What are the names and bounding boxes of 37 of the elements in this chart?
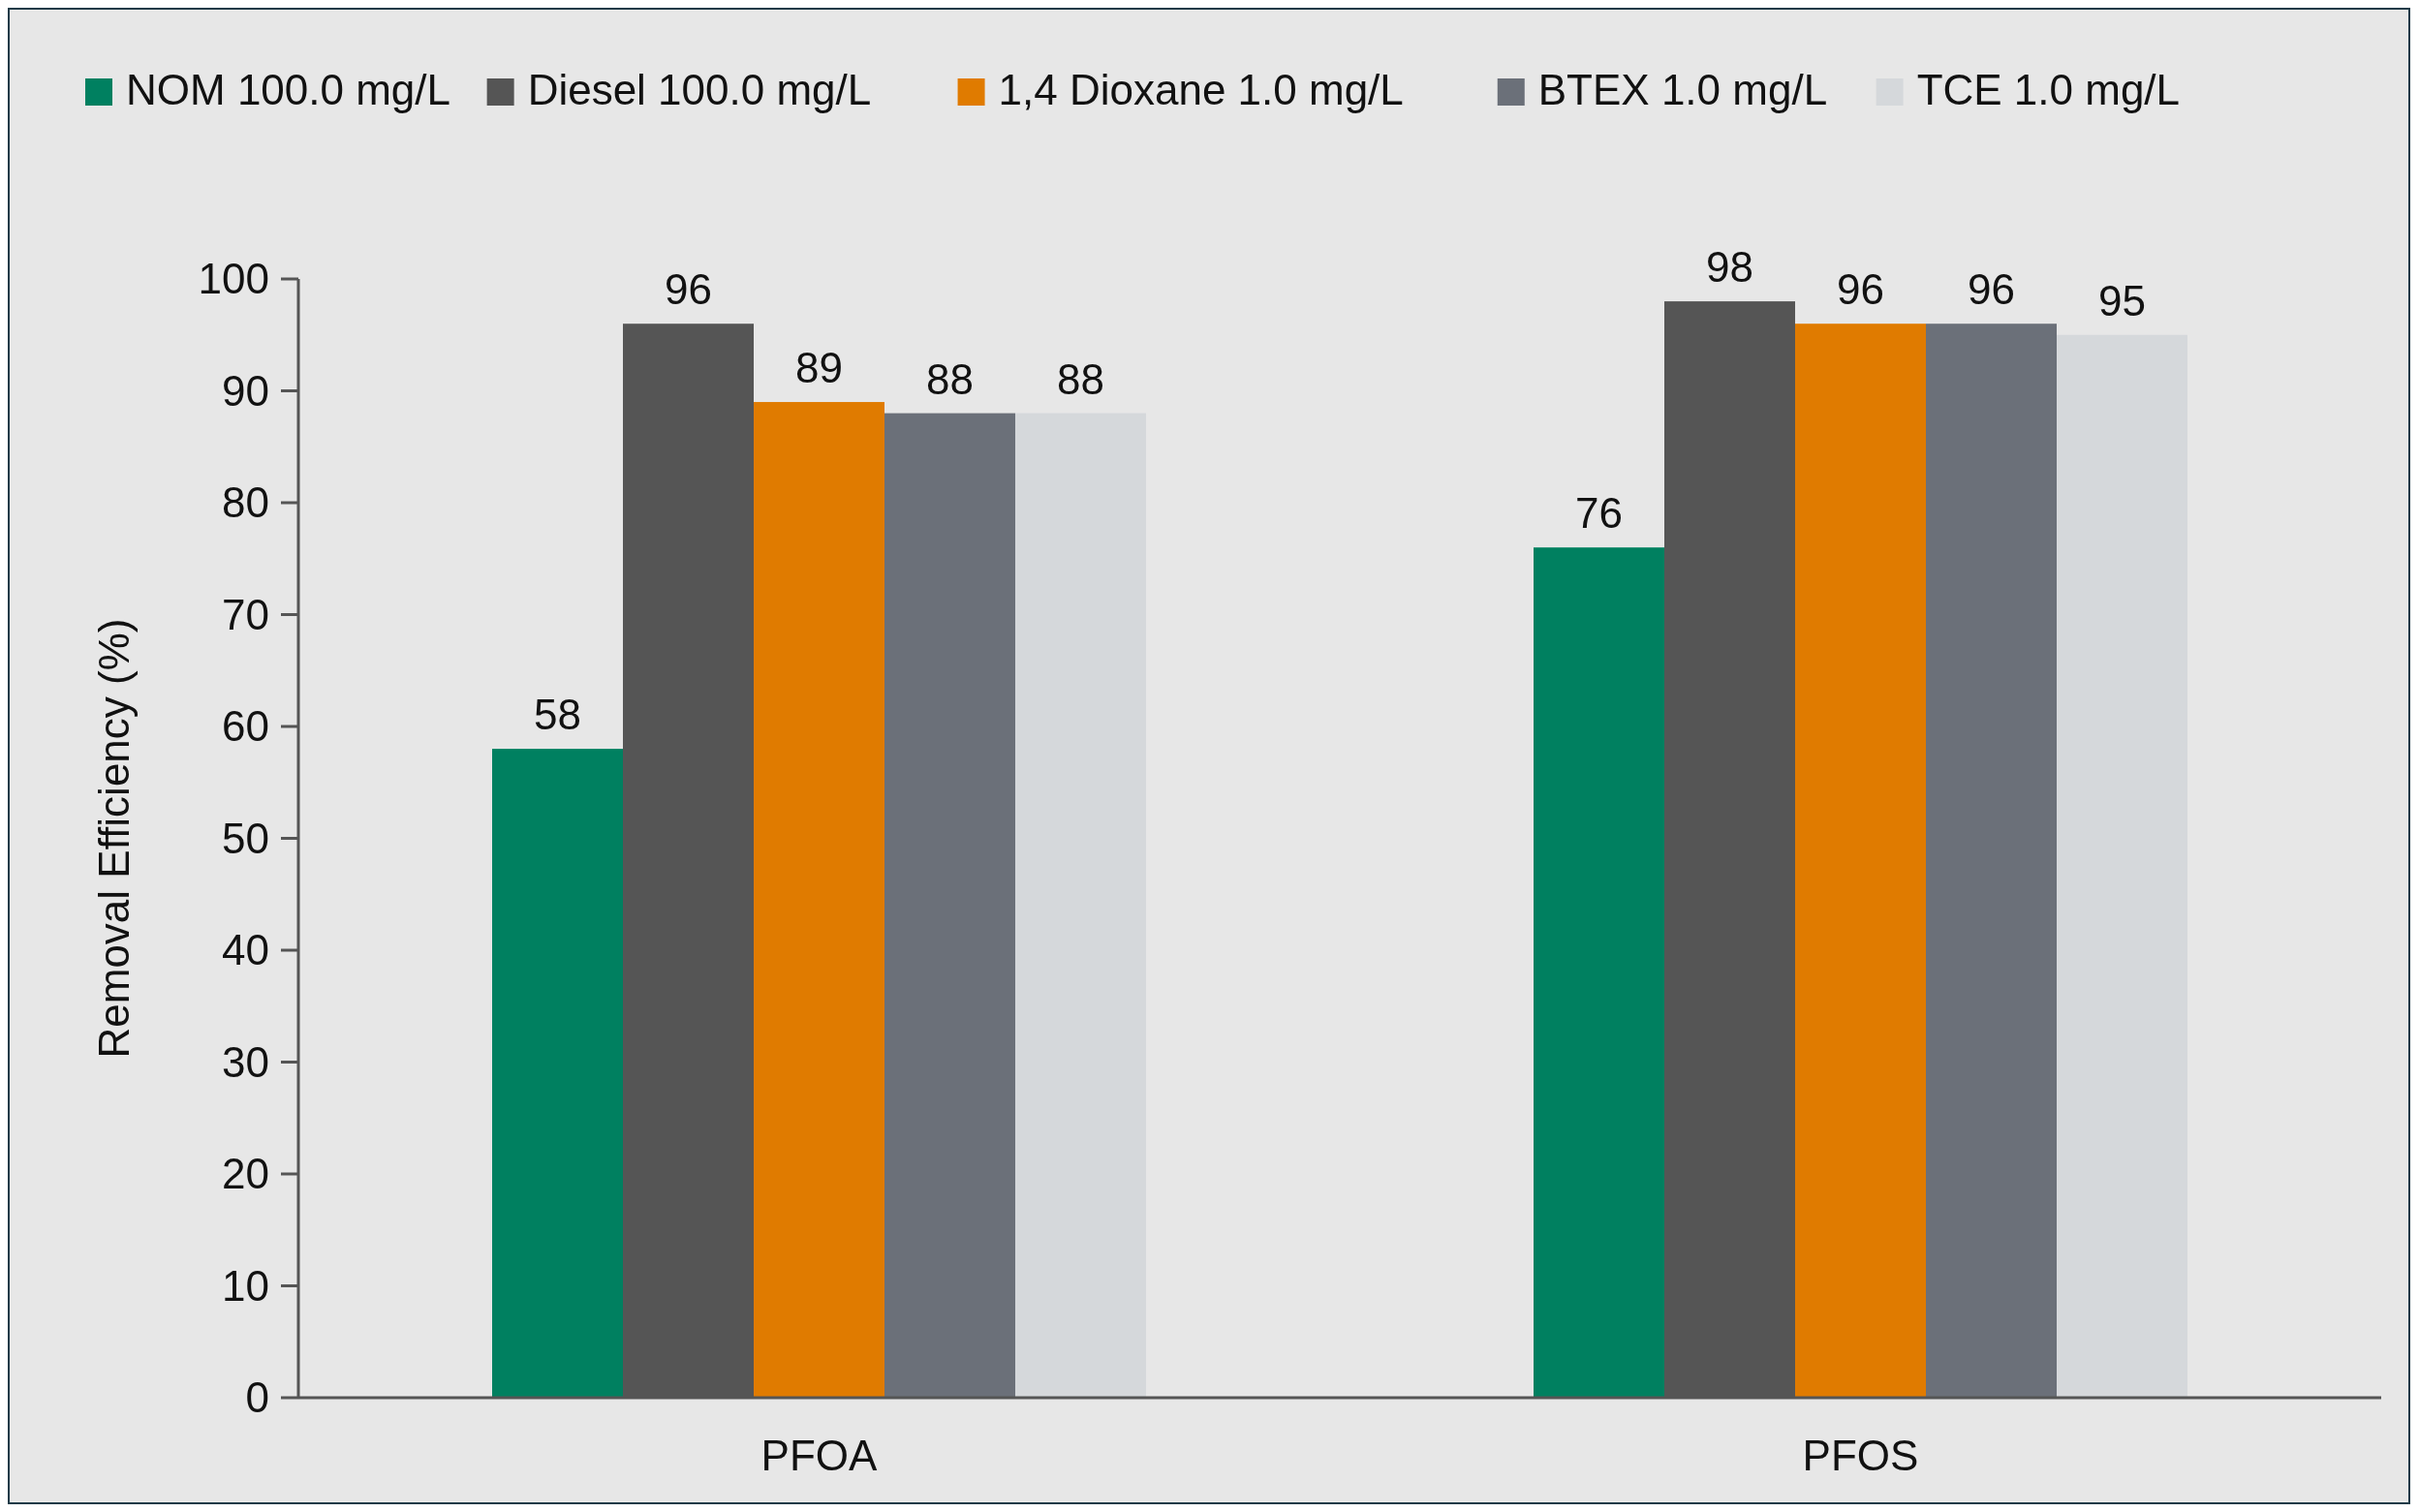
y-tick-label: 30: [222, 1037, 269, 1086]
data-label: 89: [795, 344, 843, 392]
bar: [754, 402, 884, 1398]
legend-label: Diesel 100.0 mg/L: [527, 66, 872, 113]
data-label: 88: [1057, 355, 1104, 403]
y-tick-label: 0: [245, 1373, 269, 1422]
data-label: 96: [665, 265, 712, 314]
bar: [1015, 413, 1146, 1398]
y-tick-label: 100: [198, 255, 269, 303]
data-label: 58: [534, 691, 581, 739]
bar: [1795, 324, 1926, 1398]
y-tick-label: 70: [222, 590, 269, 638]
legend-label: TCE 1.0 mg/L: [1916, 66, 2181, 113]
legend-label: BTEX 1.0 mg/L: [1537, 66, 1828, 113]
y-tick-label: 20: [222, 1150, 269, 1198]
data-label: 98: [1706, 243, 1753, 292]
x-tick-label: PFOA: [760, 1432, 879, 1479]
data-label: 88: [926, 355, 974, 403]
bar: [492, 749, 623, 1398]
legend-label: NOM 100.0 mg/L: [126, 66, 451, 113]
data-label: 76: [1575, 489, 1623, 538]
data-label: 96: [1968, 265, 2015, 314]
y-tick-label: 50: [222, 814, 269, 862]
y-tick-label: 80: [222, 478, 269, 527]
y-tick-label: 60: [222, 702, 269, 751]
bar: [1926, 324, 2057, 1398]
bar: [1534, 547, 1664, 1398]
y-axis-title: Removal Efficiency (%): [90, 618, 138, 1059]
legend-label: 1,4 Dioxane 1.0 mg/L: [998, 66, 1404, 113]
y-tick-label: 10: [222, 1261, 269, 1310]
data-label: 96: [1837, 265, 1884, 314]
y-tick-label: 90: [222, 366, 269, 415]
bar: [884, 413, 1015, 1398]
x-tick-label: PFOS: [1802, 1432, 1919, 1479]
y-tick-label: 40: [222, 926, 269, 974]
bar: [2057, 334, 2187, 1398]
data-label: 95: [2098, 276, 2146, 324]
